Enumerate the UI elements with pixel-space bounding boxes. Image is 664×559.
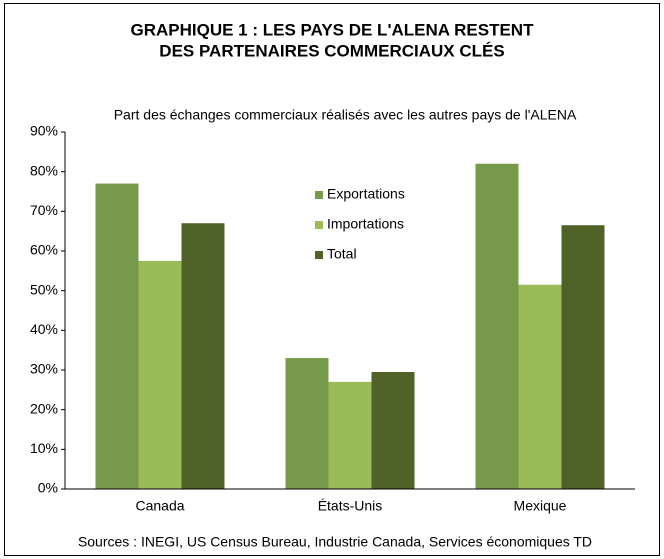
legend-swatch — [315, 191, 323, 199]
y-tick-label: 60% — [30, 242, 58, 258]
y-tick-label: 50% — [30, 281, 58, 297]
legend-swatch — [315, 221, 323, 229]
legend-label: Exportations — [327, 186, 405, 202]
y-tick-label: 70% — [30, 202, 58, 218]
bar — [518, 284, 562, 489]
bar — [181, 223, 225, 489]
bar — [561, 225, 605, 489]
bar — [138, 260, 182, 489]
y-tick-label: 0% — [38, 480, 58, 496]
y-tick-label: 20% — [30, 400, 58, 416]
chart-subtitle: Part des échanges commerciaux réalisés a… — [114, 107, 577, 123]
bar — [285, 358, 329, 489]
bar — [371, 371, 415, 489]
bar — [95, 183, 139, 490]
legend-label: Importations — [327, 216, 404, 232]
x-tick-label: Mexique — [514, 498, 567, 514]
chart-title: GRAPHIQUE 1 : LES PAYS DE L'ALENA RESTEN… — [131, 20, 535, 39]
bar — [475, 163, 519, 489]
y-tick-label: 30% — [30, 361, 58, 377]
y-tick-label: 80% — [30, 162, 58, 178]
legend-label: Total — [327, 246, 357, 262]
x-tick-label: Canada — [135, 498, 184, 514]
source-note: Sources : INEGI, US Census Bureau, Indus… — [78, 534, 592, 550]
x-tick-label: États-Unis — [318, 498, 383, 514]
legend-swatch — [315, 251, 323, 259]
y-tick-label: 40% — [30, 321, 58, 337]
y-tick-label: 10% — [30, 440, 58, 456]
y-tick-label: 90% — [30, 123, 58, 139]
chart-title: DES PARTENAIRES COMMERCIAUX CLÉS — [159, 41, 504, 60]
bar — [328, 381, 372, 489]
